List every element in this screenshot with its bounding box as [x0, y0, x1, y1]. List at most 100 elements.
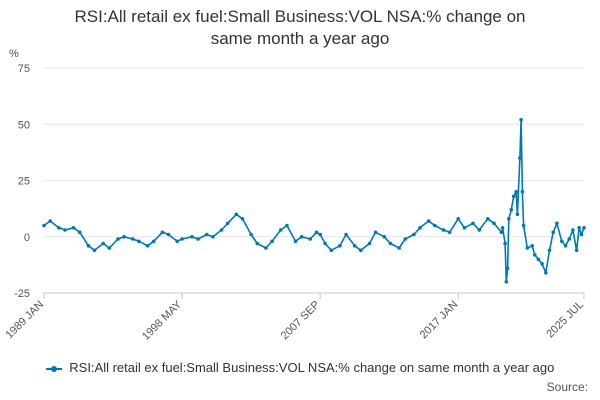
data-point[interactable]: [462, 226, 467, 230]
data-point[interactable]: [433, 223, 437, 228]
data-point[interactable]: [551, 230, 555, 235]
data-point[interactable]: [518, 156, 522, 160]
data-point[interactable]: [532, 253, 537, 257]
data-point[interactable]: [314, 230, 319, 235]
data-point[interactable]: [441, 228, 446, 232]
data-point[interactable]: [547, 248, 552, 253]
data-point[interactable]: [499, 230, 504, 235]
data-point[interactable]: [285, 223, 289, 228]
data-point[interactable]: [308, 237, 313, 241]
data-point[interactable]: [270, 239, 274, 244]
data-point[interactable]: [255, 241, 260, 246]
data-point[interactable]: [447, 230, 452, 235]
data-point[interactable]: [560, 239, 564, 244]
data-point[interactable]: [509, 208, 514, 212]
data-point[interactable]: [577, 226, 581, 230]
data-point[interactable]: [219, 228, 224, 232]
data-point[interactable]: [511, 194, 516, 199]
data-point[interactable]: [71, 226, 76, 230]
data-point[interactable]: [190, 235, 194, 239]
data-point[interactable]: [92, 248, 97, 253]
data-point[interactable]: [367, 241, 372, 246]
data-point[interactable]: [42, 223, 46, 228]
data-point[interactable]: [160, 230, 165, 235]
data-point[interactable]: [563, 244, 568, 248]
data-point[interactable]: [567, 237, 571, 241]
series-group: [42, 118, 586, 284]
data-point[interactable]: [240, 217, 245, 221]
data-point[interactable]: [234, 212, 239, 217]
data-point[interactable]: [131, 237, 135, 241]
data-point[interactable]: [278, 228, 283, 232]
data-point[interactable]: [175, 239, 179, 244]
data-point[interactable]: [249, 232, 253, 237]
data-point[interactable]: [579, 232, 584, 237]
data-point[interactable]: [571, 228, 575, 232]
data-point[interactable]: [525, 246, 530, 250]
data-point[interactable]: [151, 239, 156, 244]
data-point[interactable]: [352, 244, 357, 248]
data-point[interactable]: [544, 271, 548, 275]
data-point[interactable]: [519, 118, 523, 122]
data-point[interactable]: [204, 232, 209, 237]
data-point[interactable]: [418, 226, 422, 230]
data-point[interactable]: [137, 239, 141, 244]
data-point[interactable]: [264, 246, 268, 250]
legend-line-marker-icon: [45, 365, 62, 373]
data-point[interactable]: [505, 266, 510, 271]
data-point[interactable]: [359, 248, 363, 253]
data-point[interactable]: [471, 221, 475, 226]
legend[interactable]: RSI:All retail ex fuel:Small Business:VO…: [0, 360, 600, 375]
data-point[interactable]: [507, 217, 511, 221]
data-point[interactable]: [338, 244, 342, 248]
data-point[interactable]: [323, 241, 327, 246]
data-point[interactable]: [388, 241, 393, 246]
data-point[interactable]: [107, 246, 112, 250]
data-point[interactable]: [122, 235, 126, 239]
data-point[interactable]: [456, 217, 461, 221]
data-point[interactable]: [530, 244, 534, 248]
data-point[interactable]: [225, 221, 230, 226]
data-point[interactable]: [78, 230, 82, 235]
x-tick-label: 2007 SEP: [279, 299, 323, 343]
data-point[interactable]: [426, 219, 431, 223]
data-point[interactable]: [318, 232, 323, 237]
data-point[interactable]: [86, 244, 91, 248]
data-point[interactable]: [344, 232, 348, 237]
data-point[interactable]: [299, 235, 304, 239]
data-point[interactable]: [57, 226, 61, 230]
data-point[interactable]: [382, 235, 387, 239]
data-point[interactable]: [329, 248, 334, 253]
data-point[interactable]: [63, 228, 67, 232]
data-point[interactable]: [180, 237, 184, 241]
data-point[interactable]: [503, 241, 507, 246]
data-point[interactable]: [574, 248, 579, 253]
data-point[interactable]: [514, 190, 518, 194]
data-point[interactable]: [536, 257, 541, 262]
data-point[interactable]: [540, 262, 544, 266]
data-point[interactable]: [211, 235, 215, 239]
data-point[interactable]: [412, 232, 416, 237]
data-point[interactable]: [500, 226, 505, 230]
data-point[interactable]: [116, 237, 120, 241]
data-point[interactable]: [477, 228, 482, 232]
data-point[interactable]: [145, 244, 150, 248]
data-point[interactable]: [373, 230, 378, 235]
data-point[interactable]: [521, 223, 526, 228]
series-line: [43, 119, 585, 283]
data-point[interactable]: [48, 219, 52, 223]
data-point[interactable]: [504, 280, 509, 284]
data-point[interactable]: [555, 221, 559, 226]
data-point[interactable]: [492, 221, 496, 226]
data-point[interactable]: [582, 226, 586, 230]
y-tick-label: 25: [18, 176, 30, 188]
data-point[interactable]: [515, 212, 520, 217]
data-point[interactable]: [486, 217, 490, 221]
data-point[interactable]: [101, 241, 105, 246]
data-point[interactable]: [403, 237, 408, 241]
data-point[interactable]: [397, 246, 401, 250]
data-point[interactable]: [520, 190, 525, 194]
data-point[interactable]: [293, 239, 298, 244]
data-point[interactable]: [166, 232, 171, 237]
data-point[interactable]: [196, 237, 200, 241]
